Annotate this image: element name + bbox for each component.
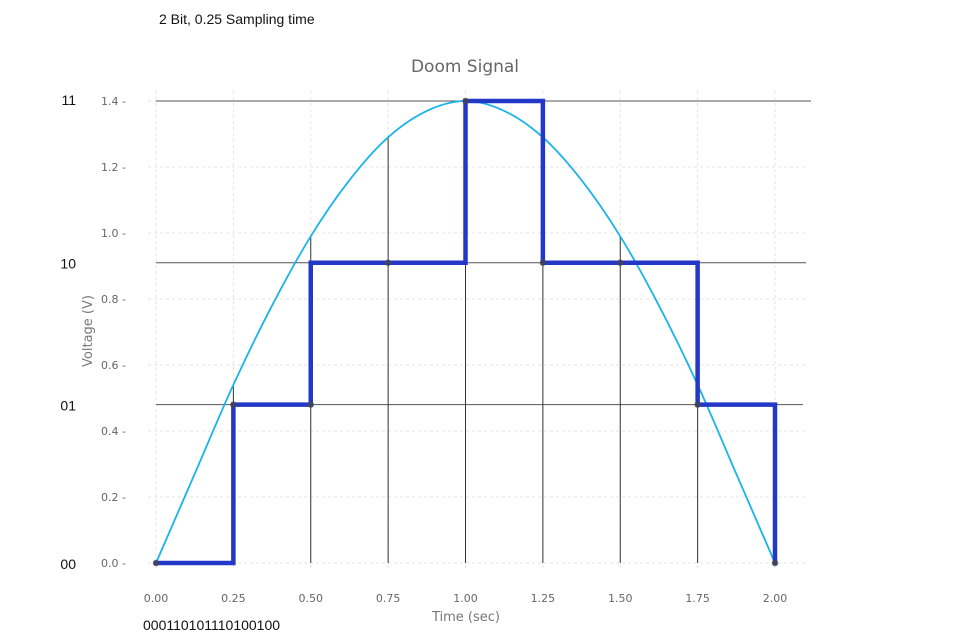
y-tick-labels: 0.0 - 0.2 - 0.4 - 0.6 - 0.8 - 1.0 - 1.2 - 1.4 - bbox=[101, 95, 126, 570]
y-tick-label: 0.8 - bbox=[101, 293, 126, 306]
x-tick-label: 1.00 bbox=[453, 592, 478, 605]
level-label-10: 10 bbox=[60, 256, 76, 272]
chart-title: Doom Signal bbox=[411, 57, 519, 77]
y-tick-label: 0.6 - bbox=[101, 359, 126, 372]
x-tick-label: 2.00 bbox=[763, 592, 788, 605]
y-tick-label: 0.0 - bbox=[101, 557, 126, 570]
y-tick-label: 0.2 - bbox=[101, 491, 126, 504]
level-label-00: 00 bbox=[60, 556, 76, 572]
x-tick-label: 1.25 bbox=[531, 592, 556, 605]
level-label-01: 01 bbox=[60, 398, 76, 414]
y-tick-label: 1.4 - bbox=[101, 95, 126, 108]
chart-header-note: 2 Bit, 0.25 Sampling time bbox=[159, 11, 315, 27]
level-labels: 00 01 10 11 bbox=[60, 92, 76, 572]
sample-points bbox=[152, 97, 779, 567]
x-tick-label: 1.75 bbox=[685, 592, 710, 605]
x-tick-label: 0.50 bbox=[299, 592, 324, 605]
sample-point bbox=[694, 401, 701, 408]
sample-point bbox=[617, 259, 624, 266]
x-tick-labels: 0.00 0.25 0.50 0.75 1.00 1.25 1.50 1.75 2.00 bbox=[144, 592, 788, 605]
sample-point bbox=[152, 559, 160, 567]
x-axis-label: Time (sec) bbox=[431, 610, 500, 625]
sample-point bbox=[539, 259, 547, 266]
y-tick-label: 1.2 - bbox=[101, 161, 126, 174]
y-tick-label: 0.4 - bbox=[101, 425, 126, 438]
x-tick-label: 0.25 bbox=[221, 592, 246, 605]
bit-sequence: 000110101110100100 bbox=[143, 617, 281, 633]
x-tick-label: 1.50 bbox=[608, 592, 633, 605]
y-tick-label: 1.0 - bbox=[101, 227, 126, 240]
sample-point bbox=[771, 559, 779, 567]
sample-point bbox=[462, 97, 469, 105]
grid-lines bbox=[148, 91, 805, 571]
level-label-11: 11 bbox=[61, 92, 76, 108]
sample-point bbox=[230, 401, 237, 408]
sample-point bbox=[384, 259, 392, 266]
y-axis-label: Voltage (V) bbox=[81, 295, 96, 367]
x-tick-label: 0.75 bbox=[376, 592, 401, 605]
level-lines bbox=[156, 100, 811, 406]
sample-point bbox=[307, 401, 314, 408]
x-tick-label: 0.00 bbox=[144, 592, 169, 605]
